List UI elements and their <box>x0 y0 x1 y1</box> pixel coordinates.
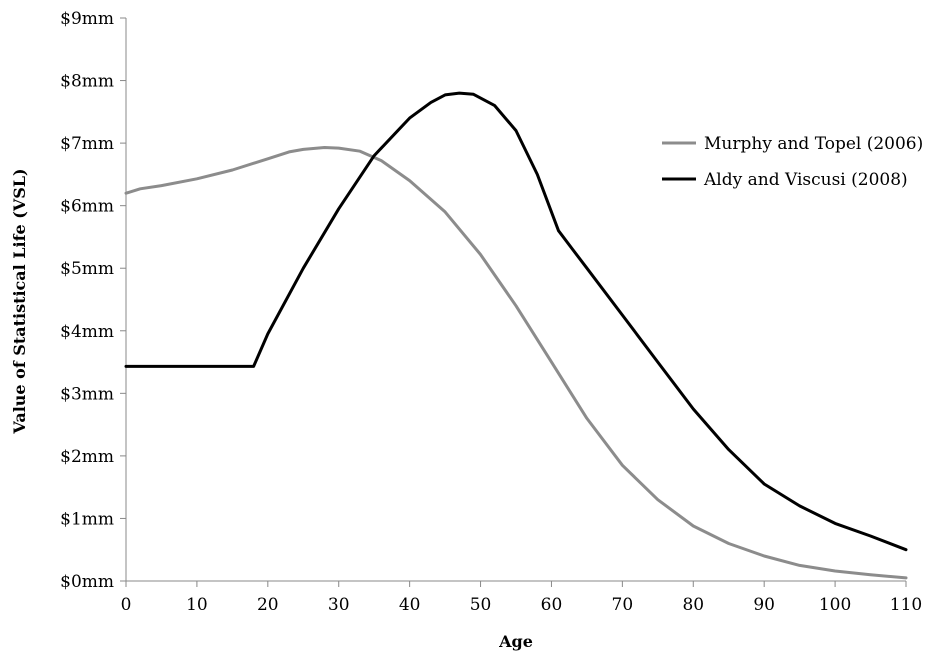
x-tick-label: 50 <box>470 595 492 615</box>
legend-label: Aldy and Viscusi (2008) <box>703 170 908 190</box>
x-tick-label: 60 <box>541 595 563 615</box>
axes: $0mm $1mm $2mm $3mm $4mm $5mm $6mm $7mm $8mm $9mm… <box>60 9 922 615</box>
series-line-2 <box>124 91 908 552</box>
x-tick-label: 0 <box>121 595 132 615</box>
y-tick-label: $8mm <box>60 72 114 92</box>
x-tick-label: 110 <box>890 595 922 615</box>
x-tick-label: 80 <box>682 595 704 615</box>
y-axis-title: Value of Statistical Life (VSL) <box>10 168 29 434</box>
x-tick-label: 30 <box>328 595 350 615</box>
series-line-1 <box>124 146 908 580</box>
y-tick-label: $1mm <box>60 509 114 529</box>
y-tick-label: $5mm <box>60 259 114 279</box>
y-tick-label: $2mm <box>60 447 114 467</box>
y-tick-label: $0mm <box>60 572 114 592</box>
x-tick-label: 70 <box>612 595 634 615</box>
x-tick-label: 100 <box>819 595 851 615</box>
y-tick-label: $7mm <box>60 134 114 154</box>
legend: Murphy and Topel (2006) Aldy and Viscusi … <box>662 134 923 190</box>
x-axis-title: Age <box>498 632 533 651</box>
x-tick-label: 40 <box>399 595 421 615</box>
legend-label: Murphy and Topel (2006) <box>704 134 923 154</box>
y-tick-label: $9mm <box>60 9 114 29</box>
y-tick-label: $3mm <box>60 384 114 404</box>
series-layer <box>124 91 908 580</box>
x-tick-label: 90 <box>753 595 775 615</box>
y-tick-label: $4mm <box>60 322 114 342</box>
x-tick-label: 20 <box>257 595 279 615</box>
x-tick-label: 10 <box>186 595 208 615</box>
y-tick-label: $6mm <box>60 197 114 217</box>
